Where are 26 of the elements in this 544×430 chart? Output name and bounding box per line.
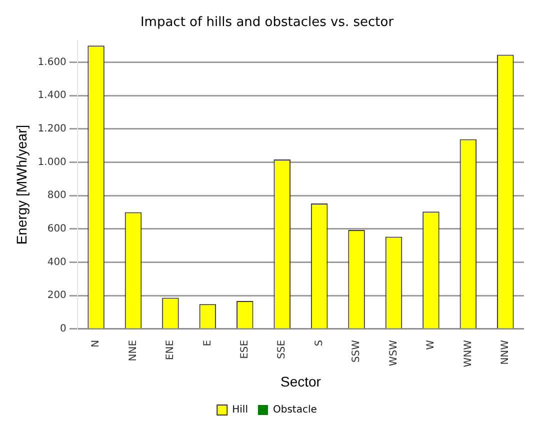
x-tick-label: NNE xyxy=(128,340,139,362)
x-tick-label: SSE xyxy=(276,340,288,359)
y-tick-label: 800 xyxy=(47,190,66,202)
x-tick-label: E xyxy=(202,340,214,346)
y-tick-label: 200 xyxy=(47,290,66,302)
x-tick-label: S xyxy=(314,340,325,346)
y-tick-label: 1.200 xyxy=(38,124,66,135)
y-tick-label: 600 xyxy=(47,224,66,235)
x-tick-label: W xyxy=(426,340,437,350)
y-tick-label: 1.000 xyxy=(38,156,66,168)
x-tick-label: WNW xyxy=(462,340,474,368)
x-tick-label: N xyxy=(90,340,102,348)
legend-label: Obstacle xyxy=(272,404,317,416)
x-tick-label: NNW xyxy=(500,340,511,365)
chart-title: Impact of hills and obstacles vs. sector xyxy=(140,15,394,30)
y-tick-label: 400 xyxy=(47,256,66,268)
x-tick-label: ESE xyxy=(239,340,250,359)
y-tick-label: 1.400 xyxy=(38,90,66,102)
y-tick-label: 0 xyxy=(60,324,66,335)
legend-label: Hill xyxy=(232,404,248,416)
x-tick-label: SSW xyxy=(351,340,362,363)
y-axis-title: Energy [MWh/year] xyxy=(13,124,30,245)
x-tick-label: ENE xyxy=(165,340,176,360)
x-tick-label: WSW xyxy=(388,340,400,366)
y-tick-label: 1.600 xyxy=(38,56,66,68)
x-axis-title: Sector xyxy=(280,373,322,390)
